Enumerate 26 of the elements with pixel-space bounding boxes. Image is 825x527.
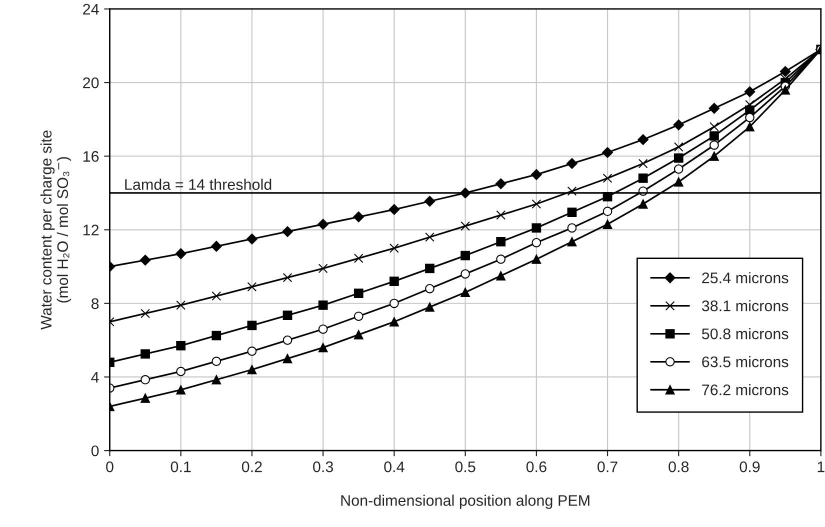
x-tick-label: 0.2 (242, 461, 262, 472)
x-tick-label: 0.3 (313, 461, 334, 472)
y-tick-label: 12 (83, 224, 99, 236)
ref-line-label: Lamda = 14 threshold (125, 178, 272, 190)
y-tick-label: 20 (83, 77, 99, 88)
legend-label: 50.8 microns (702, 328, 788, 340)
x-tick-label: 0 (106, 461, 114, 472)
y-tick-label: 16 (83, 151, 99, 162)
legend-label: 25.4 microns (702, 272, 788, 284)
x-tick-label: 0.4 (384, 461, 404, 472)
legend-label: 76.2 microns (702, 384, 788, 396)
y-tick-label: 24 (83, 4, 99, 14)
x-tick-label: 0.1 (170, 461, 191, 472)
x-axis-title: Non-dimensional position along PEM (341, 494, 590, 509)
y-axis-title: Water content per charge site (mol H₂O / mol SO₃$^{−}$) (40, 130, 72, 330)
y-tick-label: 0 (91, 445, 99, 456)
y-tick-label: 4 (91, 372, 99, 383)
x-tick-label: 0.6 (526, 461, 546, 472)
x-tick-label: 0.9 (740, 461, 760, 472)
y-tick-label: 8 (91, 298, 99, 310)
legend-label: 63.5 microns (702, 356, 788, 368)
x-tick-label: 0.8 (668, 461, 689, 472)
x-tick-label: 1 (818, 462, 824, 472)
legend-label: 38.1 microns (702, 300, 788, 312)
x-tick-label: 0.5 (455, 461, 476, 472)
x-tick-label: 0.7 (598, 461, 618, 472)
